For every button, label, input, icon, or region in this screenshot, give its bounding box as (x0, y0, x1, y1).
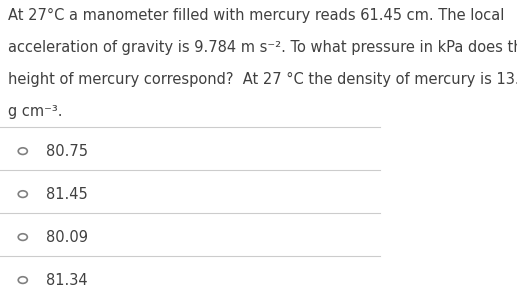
Text: 81.45: 81.45 (45, 187, 87, 201)
Text: 81.34: 81.34 (45, 273, 87, 287)
Text: 80.09: 80.09 (45, 230, 87, 245)
Text: acceleration of gravity is 9.784 m s⁻². To what pressure in kPa does this: acceleration of gravity is 9.784 m s⁻². … (8, 40, 517, 55)
Text: g cm⁻³.: g cm⁻³. (8, 104, 62, 119)
Text: 80.75: 80.75 (45, 144, 87, 159)
Text: height of mercury correspond?  At 27 °C the density of mercury is 13.53: height of mercury correspond? At 27 °C t… (8, 72, 517, 87)
Text: At 27°C a manometer filled with mercury reads 61.45 cm. The local: At 27°C a manometer filled with mercury … (8, 8, 504, 23)
